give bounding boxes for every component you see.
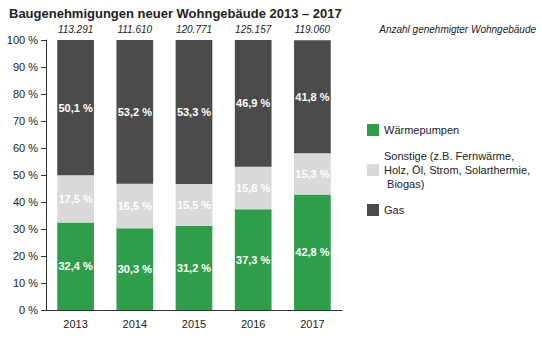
svg-text:30 %: 30 % <box>13 223 38 235</box>
svg-text:Gas: Gas <box>384 204 405 216</box>
svg-text:2015: 2015 <box>182 318 206 330</box>
svg-text:32,4 %: 32,4 % <box>58 260 92 272</box>
svg-text:0 %: 0 % <box>19 304 38 316</box>
svg-text:60 %: 60 % <box>13 142 38 154</box>
svg-text:31,2 %: 31,2 % <box>177 262 211 274</box>
svg-text:Biogas): Biogas) <box>384 178 424 190</box>
svg-text:80 %: 80 % <box>13 88 38 100</box>
svg-text:113.291: 113.291 <box>58 24 93 35</box>
svg-text:50 %: 50 % <box>13 169 38 181</box>
svg-text:Holz, Öl, Strom, Solarthermie,: Holz, Öl, Strom, Solarthermie, <box>384 164 530 176</box>
svg-text:15,8 %: 15,8 % <box>236 182 270 194</box>
svg-text:Anzahl genehmigter Wohngebäude: Anzahl genehmigter Wohngebäude <box>378 24 536 35</box>
svg-text:20 %: 20 % <box>13 250 38 262</box>
svg-text:125.157: 125.157 <box>235 24 272 35</box>
svg-text:40 %: 40 % <box>13 196 38 208</box>
svg-text:41,8 %: 41,8 % <box>295 91 329 103</box>
svg-text:111.610: 111.610 <box>117 24 152 35</box>
svg-text:15,3 %: 15,3 % <box>295 168 329 180</box>
svg-text:37,3 %: 37,3 % <box>236 254 270 266</box>
svg-text:10 %: 10 % <box>13 277 38 289</box>
svg-text:70 %: 70 % <box>13 115 38 127</box>
svg-text:46,9 %: 46,9 % <box>236 97 270 109</box>
svg-text:Wärmepumpen: Wärmepumpen <box>384 124 459 136</box>
svg-text:90 %: 90 % <box>13 61 38 73</box>
svg-text:42,8 %: 42,8 % <box>295 246 329 258</box>
svg-text:53,3 %: 53,3 % <box>177 106 211 118</box>
svg-text:53,2 %: 53,2 % <box>118 106 152 118</box>
svg-text:120.771: 120.771 <box>176 24 212 35</box>
svg-text:50,1 %: 50,1 % <box>58 102 92 114</box>
svg-text:15,5 %: 15,5 % <box>177 199 211 211</box>
svg-text:2016: 2016 <box>241 318 265 330</box>
svg-text:2014: 2014 <box>123 318 147 330</box>
svg-text:100 %: 100 % <box>7 34 38 46</box>
svg-text:30,3 %: 30,3 % <box>118 263 152 275</box>
svg-text:17,5 %: 17,5 % <box>58 193 92 205</box>
svg-text:16,5 %: 16,5 % <box>118 200 152 212</box>
svg-text:Baugenehmigungen neuer Wohngeb: Baugenehmigungen neuer Wohngebäude 2013 … <box>9 6 342 21</box>
svg-text:Sonstige (z.B. Fernwärme,: Sonstige (z.B. Fernwärme, <box>384 150 517 162</box>
svg-text:119.060: 119.060 <box>295 24 331 35</box>
svg-text:2017: 2017 <box>300 318 324 330</box>
svg-text:2013: 2013 <box>63 318 87 330</box>
